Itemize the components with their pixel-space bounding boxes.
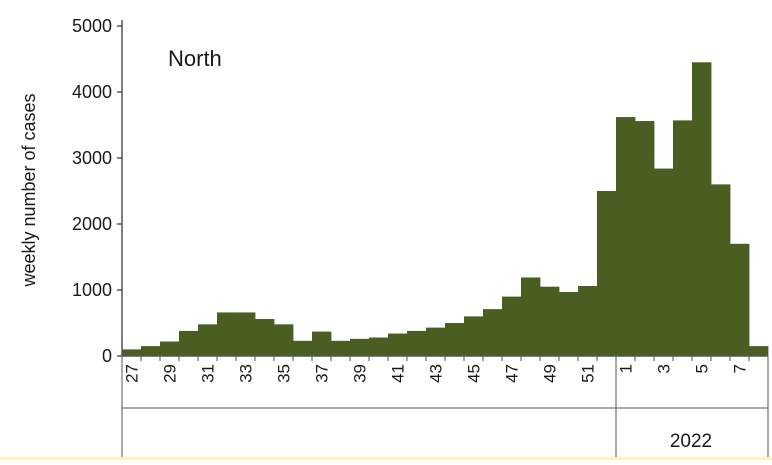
bar-week-52 — [597, 191, 617, 356]
y-tick-label: 2000 — [72, 214, 112, 234]
bar-week-47 — [502, 296, 522, 356]
y-tick-label: 4000 — [72, 82, 112, 102]
bar-week-30 — [179, 330, 199, 356]
bar-week-36 — [293, 340, 313, 356]
x-tick-label: 51 — [579, 364, 598, 383]
bar-week-41 — [388, 333, 408, 356]
bar-week-7 — [730, 243, 750, 356]
x-tick-label: 29 — [161, 364, 180, 383]
x-tick-label: 7 — [731, 364, 750, 373]
bar-week-33 — [236, 312, 256, 356]
x-tick-label: 3 — [655, 364, 674, 373]
y-tick-label: 0 — [102, 346, 112, 366]
x-tick-label: 43 — [427, 364, 446, 383]
y-tick-label: 3000 — [72, 148, 112, 168]
bar-week-44 — [445, 323, 465, 356]
year-label-2022: 2022 — [670, 431, 712, 452]
bar-week-27 — [122, 349, 142, 356]
bar-week-3 — [654, 168, 674, 356]
y-axis-label: weekly number of cases — [19, 93, 39, 287]
x-tick-label: 33 — [237, 364, 256, 383]
x-tick-label: 47 — [503, 364, 522, 383]
x-tick-label: 31 — [199, 364, 218, 383]
x-tick-label: 39 — [351, 364, 370, 383]
y-tick-label: 1000 — [72, 280, 112, 300]
x-tick-label: 5 — [693, 364, 712, 373]
bar-week-43 — [426, 327, 446, 356]
x-tick-label: 1 — [617, 364, 636, 373]
x-tick-label: 35 — [275, 364, 294, 383]
bar-week-6 — [711, 184, 731, 356]
bar-week-35 — [274, 324, 294, 356]
bar-week-40 — [369, 337, 389, 356]
bar-week-49 — [540, 286, 560, 356]
y-axis: 0 1000 2000 3000 4000 5000 — [72, 16, 123, 366]
bar-week-50 — [559, 291, 579, 356]
bottom-band — [0, 457, 772, 460]
x-tick-label: 27 — [123, 364, 142, 383]
bar-week-2 — [635, 121, 655, 356]
bar-week-1 — [616, 117, 636, 356]
x-axis: 27 29 31 33 35 37 39 41 43 45 47 49 51 1 3 5 7 — [121, 355, 769, 458]
x-tick-label: 37 — [313, 364, 332, 383]
bar-week-51 — [578, 286, 598, 356]
bar-week-48 — [521, 277, 541, 356]
bar-week-38 — [331, 340, 351, 356]
bar-week-31 — [198, 324, 218, 356]
bar-week-46 — [483, 309, 503, 356]
bar-week-45 — [464, 316, 484, 356]
bar-week-5 — [692, 62, 712, 357]
bar-week-39 — [350, 338, 370, 356]
bar-week-37 — [312, 331, 332, 356]
bar-week-29 — [160, 341, 180, 356]
bar-week-34 — [255, 319, 275, 356]
bar-week-8 — [749, 346, 769, 356]
x-tick-label: 49 — [541, 364, 560, 383]
x-tick-label: 45 — [465, 364, 484, 383]
bar-week-42 — [407, 330, 427, 356]
bar-series — [122, 62, 769, 357]
bar-week-28 — [141, 346, 161, 356]
x-tick-label: 41 — [389, 364, 408, 383]
y-tick-label: 5000 — [72, 16, 112, 36]
bar-week-32 — [217, 312, 237, 356]
chart-title: North — [168, 46, 222, 71]
bar-week-4 — [673, 120, 693, 356]
